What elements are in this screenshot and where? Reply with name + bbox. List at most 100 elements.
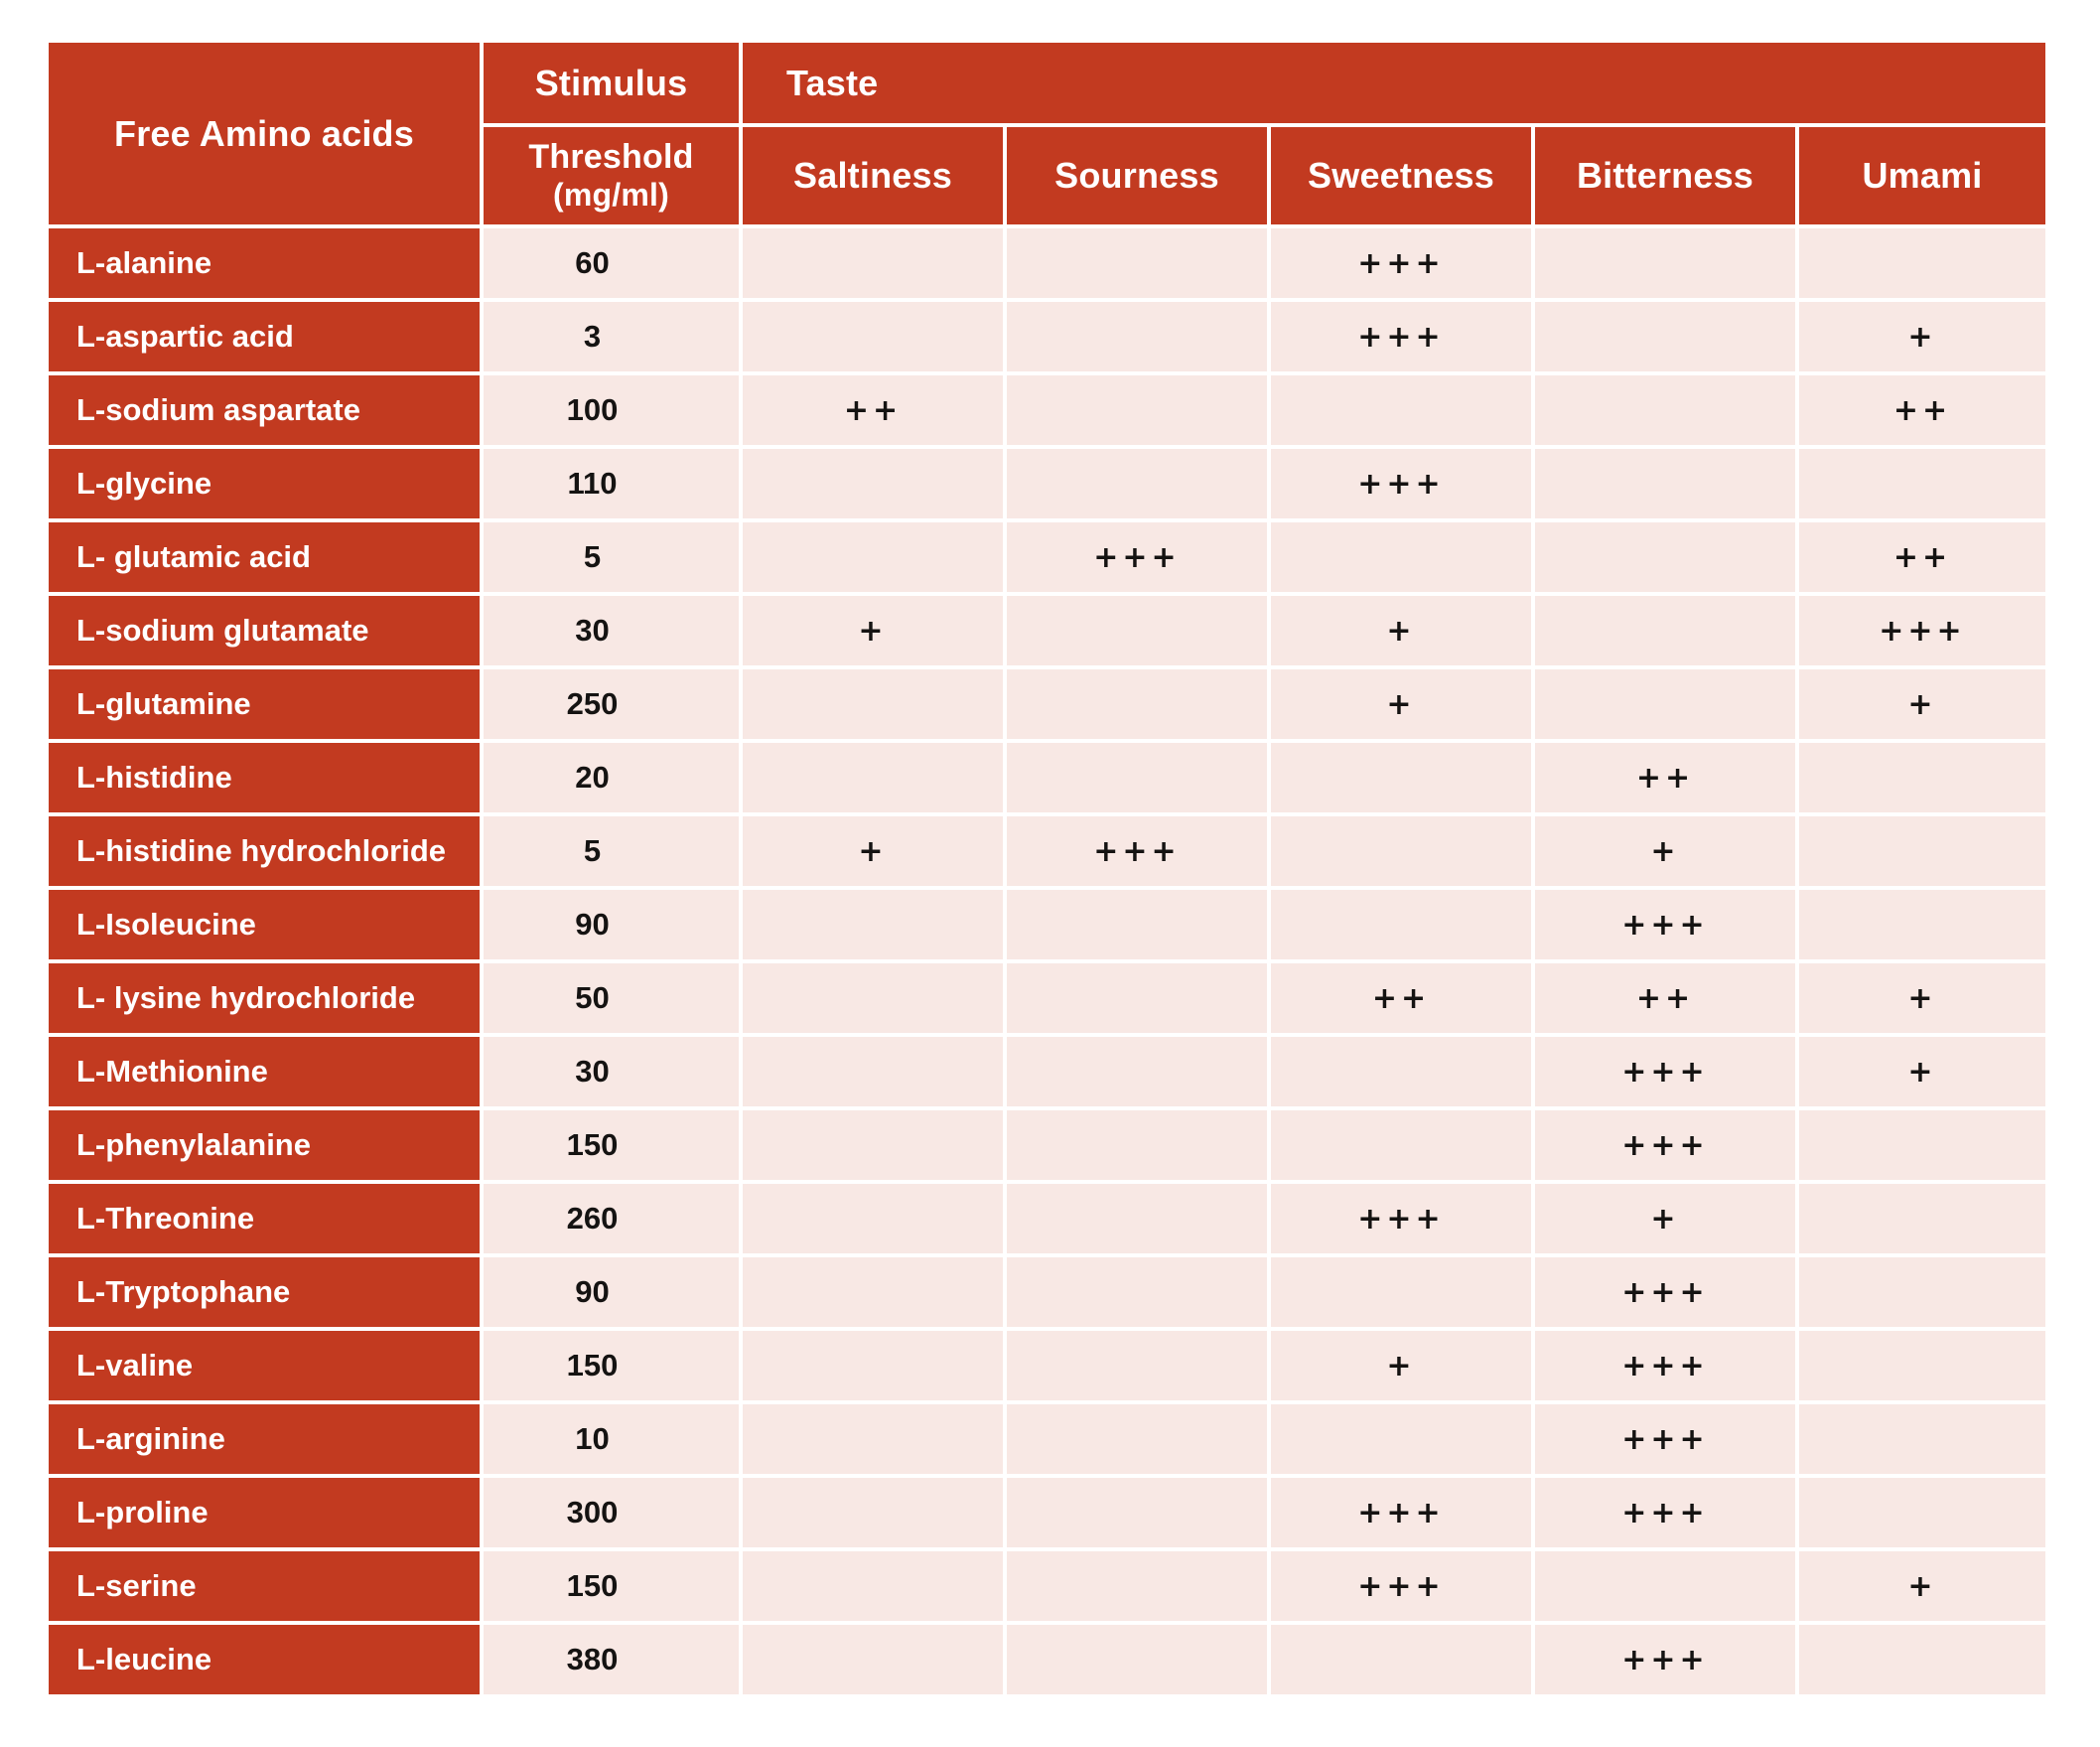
taste-mark-saltiness	[743, 1037, 1003, 1106]
taste-mark-saltiness	[743, 743, 1003, 812]
amino-acid-name: L-sodium aspartate	[49, 375, 480, 445]
amino-acid-name: L-leucine	[49, 1625, 480, 1694]
taste-mark-saltiness	[743, 449, 1003, 518]
threshold-value: 150	[484, 1331, 739, 1400]
threshold-value: 20	[484, 743, 739, 812]
taste-mark-sourness	[1007, 669, 1267, 739]
header-stimulus: Stimulus	[484, 43, 739, 123]
taste-mark-saltiness	[743, 1331, 1003, 1400]
amino-acid-name: L- lysine hydrochloride	[49, 963, 480, 1033]
taste-mark-saltiness	[743, 302, 1003, 371]
amino-acid-name: L-proline	[49, 1478, 480, 1547]
amino-acid-name: L-histidine	[49, 743, 480, 812]
taste-mark-bitterness	[1535, 375, 1795, 445]
taste-mark-saltiness	[743, 1625, 1003, 1694]
taste-mark-saltiness: +	[743, 816, 1003, 886]
header-threshold-unit: (mg/ml)	[553, 177, 669, 214]
amino-acid-name: L-Tryptophane	[49, 1257, 480, 1327]
taste-mark-sweetness	[1271, 1110, 1531, 1180]
taste-mark-umami	[1799, 228, 2045, 298]
threshold-value: 150	[484, 1551, 739, 1621]
taste-mark-sourness	[1007, 1184, 1267, 1253]
taste-mark-bitterness: +	[1535, 816, 1795, 886]
taste-mark-sweetness	[1271, 743, 1531, 812]
amino-acid-name: L-glycine	[49, 449, 480, 518]
taste-mark-sweetness: +++	[1271, 302, 1531, 371]
taste-mark-sweetness	[1271, 1404, 1531, 1474]
taste-mark-sweetness: +++	[1271, 228, 1531, 298]
taste-mark-saltiness	[743, 1551, 1003, 1621]
taste-mark-sweetness	[1271, 522, 1531, 592]
taste-mark-bitterness: +++	[1535, 1037, 1795, 1106]
amino-acid-name: L-valine	[49, 1331, 480, 1400]
amino-acid-name: L-histidine hydrochloride	[49, 816, 480, 886]
taste-mark-sweetness: +	[1271, 669, 1531, 739]
taste-mark-saltiness	[743, 1110, 1003, 1180]
taste-mark-umami	[1799, 1331, 2045, 1400]
amino-acid-name: L- glutamic acid	[49, 522, 480, 592]
amino-acid-name: L-glutamine	[49, 669, 480, 739]
threshold-value: 90	[484, 1257, 739, 1327]
taste-mark-bitterness: +	[1535, 1184, 1795, 1253]
header-free-amino-acids: Free Amino acids	[49, 43, 480, 224]
taste-mark-bitterness: ++	[1535, 743, 1795, 812]
taste-mark-sweetness: +++	[1271, 1184, 1531, 1253]
threshold-value: 100	[484, 375, 739, 445]
taste-mark-saltiness	[743, 963, 1003, 1033]
taste-mark-sweetness	[1271, 890, 1531, 959]
taste-mark-umami	[1799, 1404, 2045, 1474]
header-saltiness: Saltiness	[743, 127, 1003, 224]
taste-mark-bitterness	[1535, 302, 1795, 371]
amino-acid-name: L-Isoleucine	[49, 890, 480, 959]
taste-mark-saltiness	[743, 1257, 1003, 1327]
taste-mark-bitterness: +++	[1535, 1625, 1795, 1694]
taste-mark-sourness	[1007, 963, 1267, 1033]
taste-mark-saltiness	[743, 1184, 1003, 1253]
amino-acid-name: L-sodium glutamate	[49, 596, 480, 665]
taste-mark-saltiness	[743, 669, 1003, 739]
header-bitterness: Bitterness	[1535, 127, 1795, 224]
taste-mark-umami: +	[1799, 963, 2045, 1033]
taste-mark-sourness	[1007, 1110, 1267, 1180]
taste-mark-saltiness: ++	[743, 375, 1003, 445]
taste-mark-umami: +	[1799, 1551, 2045, 1621]
threshold-value: 5	[484, 522, 739, 592]
taste-mark-sweetness	[1271, 375, 1531, 445]
taste-mark-umami	[1799, 449, 2045, 518]
taste-mark-umami: ++	[1799, 522, 2045, 592]
taste-mark-bitterness	[1535, 1551, 1795, 1621]
threshold-value: 3	[484, 302, 739, 371]
taste-mark-sourness	[1007, 228, 1267, 298]
taste-mark-umami	[1799, 1625, 2045, 1694]
amino-acid-name: L-phenylalanine	[49, 1110, 480, 1180]
taste-mark-sourness	[1007, 302, 1267, 371]
amino-acid-name: L-Methionine	[49, 1037, 480, 1106]
header-sourness: Sourness	[1007, 127, 1267, 224]
threshold-value: 30	[484, 1037, 739, 1106]
taste-mark-umami: +	[1799, 302, 2045, 371]
threshold-value: 380	[484, 1625, 739, 1694]
header-sweetness: Sweetness	[1271, 127, 1531, 224]
taste-mark-sweetness	[1271, 1037, 1531, 1106]
threshold-value: 50	[484, 963, 739, 1033]
amino-acid-name: L-alanine	[49, 228, 480, 298]
taste-mark-bitterness	[1535, 596, 1795, 665]
taste-mark-saltiness	[743, 1478, 1003, 1547]
threshold-value: 250	[484, 669, 739, 739]
taste-mark-saltiness	[743, 1404, 1003, 1474]
taste-mark-bitterness	[1535, 522, 1795, 592]
taste-mark-sourness	[1007, 1404, 1267, 1474]
taste-mark-bitterness	[1535, 449, 1795, 518]
taste-mark-sweetness: +++	[1271, 449, 1531, 518]
threshold-value: 300	[484, 1478, 739, 1547]
taste-mark-saltiness	[743, 890, 1003, 959]
taste-mark-bitterness: +++	[1535, 1478, 1795, 1547]
amino-acid-taste-table: Free Amino acids Stimulus Taste Threshol…	[49, 43, 2045, 1694]
amino-acid-name: L-Threonine	[49, 1184, 480, 1253]
taste-mark-saltiness: +	[743, 596, 1003, 665]
taste-mark-saltiness	[743, 228, 1003, 298]
taste-mark-sourness	[1007, 1257, 1267, 1327]
threshold-value: 30	[484, 596, 739, 665]
threshold-value: 5	[484, 816, 739, 886]
taste-mark-bitterness: +++	[1535, 1257, 1795, 1327]
